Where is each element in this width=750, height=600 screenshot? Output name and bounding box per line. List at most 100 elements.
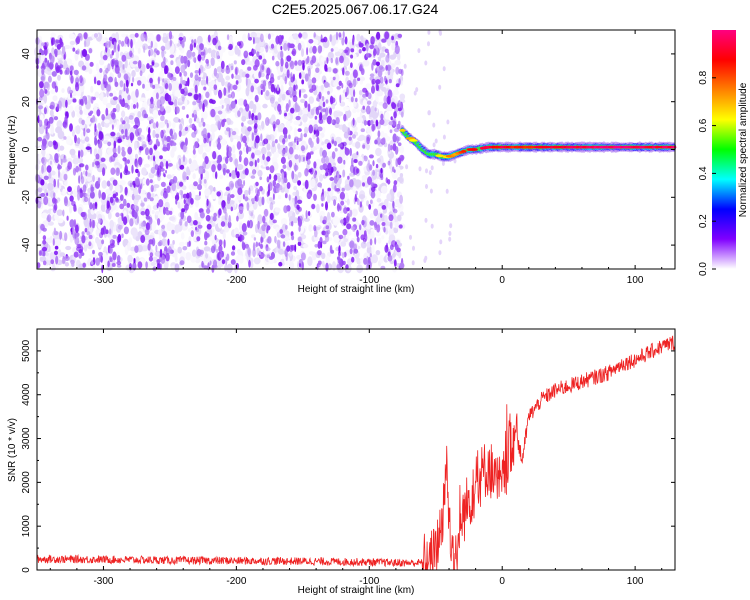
noise-blob [442, 66, 446, 72]
noise-blob [236, 215, 239, 222]
noise-blob [194, 114, 198, 120]
noise-blob [382, 162, 386, 168]
noise-blob [280, 218, 288, 226]
noise-blob [199, 211, 205, 219]
noise-blob [236, 141, 242, 150]
noise-blob [432, 122, 436, 128]
noise-blob [151, 209, 155, 215]
noise-blob [375, 61, 380, 67]
noise-blob [210, 79, 216, 87]
noise-blob [265, 166, 270, 171]
noise-blob [284, 61, 289, 69]
noise-blob [168, 216, 176, 221]
noise-blob [56, 44, 62, 50]
noise-blob [106, 180, 111, 187]
noise-blob [122, 141, 129, 146]
noise-blob [102, 255, 108, 261]
noise-blob [130, 39, 133, 49]
noise-blob [228, 180, 234, 190]
noise-blob [424, 217, 428, 223]
noise-blob [62, 188, 66, 195]
noise-blob [342, 228, 348, 236]
noise-blob [203, 128, 207, 135]
noise-blob [298, 89, 302, 99]
noise-blob [319, 215, 323, 223]
noise-blob [86, 231, 91, 236]
noise-blob [35, 141, 41, 147]
noise-blob [379, 254, 384, 264]
noise-blob [361, 219, 365, 226]
noise-blob [324, 64, 328, 72]
noise-blob [342, 67, 345, 76]
noise-blob [213, 141, 217, 148]
noise-blob [288, 141, 293, 147]
noise-blob [318, 173, 324, 182]
noise-blob [288, 86, 294, 94]
noise-blob [174, 66, 180, 74]
noise-blob [257, 228, 263, 234]
noise-blob [153, 145, 158, 150]
noise-blob [360, 128, 365, 133]
noise-blob [343, 113, 347, 122]
noise-blob [352, 186, 357, 194]
noise-blob [302, 108, 308, 115]
noise-blob [152, 122, 157, 129]
noise-blob [184, 126, 189, 131]
noise-blob [289, 261, 295, 270]
noise-blob [325, 172, 329, 177]
noise-blob [47, 60, 50, 68]
noise-blob [213, 186, 216, 192]
noise-blob [78, 150, 81, 159]
noise-blob [161, 49, 165, 58]
noise-blob [73, 207, 77, 212]
noise-blob [303, 93, 308, 99]
noise-blob [302, 156, 305, 162]
noise-blob [232, 84, 238, 91]
noise-blob [48, 171, 52, 179]
noise-blob [53, 192, 56, 198]
noise-blob [181, 208, 186, 213]
noise-blob [376, 197, 382, 203]
noise-blob [84, 97, 88, 106]
noise-blob [135, 162, 139, 168]
noise-blob [221, 104, 224, 109]
noise-blob [200, 51, 205, 56]
noise-blob [37, 105, 44, 110]
noise-blob [212, 151, 217, 160]
noise-blob [127, 94, 131, 101]
noise-blob [150, 119, 154, 124]
noise-blob [317, 240, 321, 249]
noise-blob [94, 91, 100, 99]
noise-blob [353, 53, 357, 60]
noise-blob [37, 187, 43, 193]
noise-blob [129, 33, 136, 39]
noise-blob [327, 187, 332, 192]
noise-blob [283, 205, 288, 214]
noise-blob [302, 113, 308, 123]
noise-blob [130, 102, 134, 110]
noise-blob [205, 233, 210, 238]
noise-blob [64, 262, 70, 267]
noise-blob [291, 220, 294, 227]
noise-blob [73, 69, 79, 76]
noise-blob [100, 255, 103, 263]
noise-blob [110, 131, 116, 137]
noise-blob [376, 90, 384, 97]
x-tick-label: -200 [226, 275, 246, 286]
noise-blob [348, 136, 352, 141]
noise-blob [245, 77, 248, 86]
noise-blob [131, 193, 135, 201]
noise-blob [75, 125, 81, 135]
noise-blob [127, 146, 133, 155]
noise-blob [283, 42, 288, 52]
noise-blob [389, 54, 396, 60]
noise-blob [142, 178, 147, 185]
noise-blob [442, 134, 446, 140]
noise-blob [128, 115, 134, 120]
noise-blob [343, 159, 346, 165]
noise-blob [370, 199, 373, 205]
noise-blob [198, 100, 203, 110]
noise-blob [295, 84, 298, 90]
noise-blob [254, 150, 262, 156]
noise-blob [280, 50, 284, 59]
